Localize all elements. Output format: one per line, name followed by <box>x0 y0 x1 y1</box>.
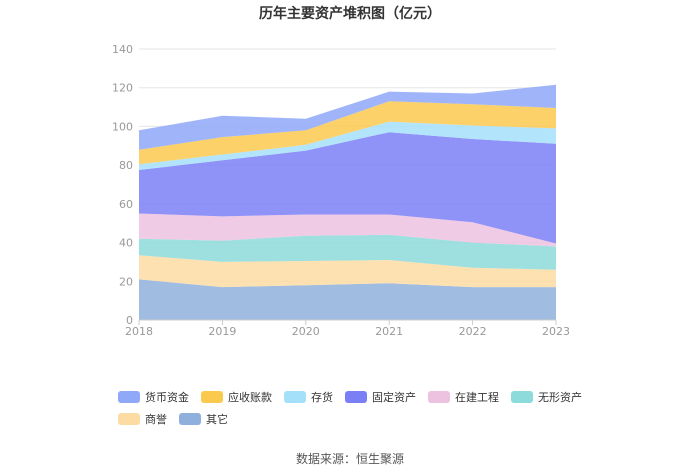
legend: 货币资金 应收账款 存货 固定资产 在建工程 无形资产商誉 其它 <box>118 388 598 428</box>
legend-label: 在建工程 <box>455 391 499 404</box>
y-tick-label: 40 <box>119 237 133 250</box>
x-tick-label: 2022 <box>459 325 487 338</box>
x-tick-label: 2021 <box>375 325 403 338</box>
area-series <box>139 84 556 320</box>
legend-item[interactable]: 货币资金 <box>118 388 189 406</box>
x-tick-label: 2023 <box>542 325 570 338</box>
legend-swatch <box>118 413 140 425</box>
legend-swatch <box>284 391 306 403</box>
area-8[interactable] <box>139 84 556 150</box>
legend-label: 应收账款 <box>228 391 272 404</box>
stacked-area-chart: 0 20 40 60 80 100 120 140 2018 2019 2020 2021 2022 20… <box>112 43 570 338</box>
legend-swatch <box>118 391 140 403</box>
x-tick-label: 2018 <box>125 325 153 338</box>
area-6[interactable] <box>139 121 556 170</box>
y-tick-label: 80 <box>119 159 133 172</box>
legend-item[interactable]: 商誉 <box>118 410 167 428</box>
legend-label: 无形资产 <box>538 391 582 404</box>
y-tick-label: 0 <box>126 314 133 327</box>
y-tick-label: 20 <box>119 275 133 288</box>
legend-swatch <box>179 413 201 425</box>
legend-item[interactable]: 其它 <box>179 410 228 428</box>
area-2[interactable] <box>139 255 556 288</box>
legend-swatch <box>345 391 367 403</box>
chart-title: 历年主要资产堆积图（亿元） <box>259 6 441 22</box>
legend-swatch <box>428 391 450 403</box>
legend-swatch <box>511 391 533 403</box>
x-tick-label: 2020 <box>292 325 320 338</box>
y-tick-label: 60 <box>119 198 133 211</box>
legend-item[interactable]: 应收账款 <box>201 388 272 406</box>
legend-swatch <box>201 391 223 403</box>
area-1[interactable] <box>139 279 556 320</box>
legend-label: 存货 <box>311 391 333 404</box>
axes: 0 20 40 60 80 100 120 140 2018 2019 2020 2021 2022 20… <box>112 43 570 338</box>
legend-item[interactable]: 无形资产 <box>511 388 582 406</box>
legend-label: 货币资金 <box>145 391 189 404</box>
y-tick-label: 140 <box>112 43 133 56</box>
data-source: 数据来源：恒生聚源 <box>295 452 404 466</box>
area-7[interactable] <box>139 101 556 165</box>
legend-label: 固定资产 <box>372 391 416 404</box>
y-tick-label: 120 <box>112 82 133 95</box>
y-tick-label: 100 <box>112 120 133 133</box>
legend-item[interactable]: 存货 <box>284 388 333 406</box>
legend-item[interactable]: 固定资产 <box>345 388 416 406</box>
area-4[interactable] <box>139 213 556 247</box>
area-3[interactable] <box>139 234 556 270</box>
x-tick-label: 2019 <box>208 325 236 338</box>
area-5[interactable] <box>139 132 556 244</box>
legend-label: 商誉 <box>145 413 167 426</box>
legend-label: 其它 <box>206 413 228 426</box>
legend-item[interactable]: 在建工程 <box>428 388 499 406</box>
